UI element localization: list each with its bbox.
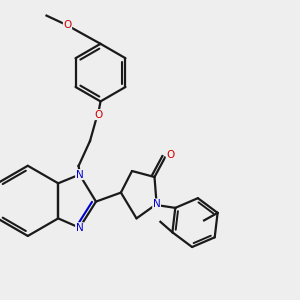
Text: N: N (76, 223, 83, 233)
Text: O: O (63, 20, 72, 31)
Text: O: O (166, 150, 175, 160)
Text: N: N (153, 199, 160, 209)
Text: N: N (76, 169, 83, 180)
Text: O: O (94, 110, 102, 120)
